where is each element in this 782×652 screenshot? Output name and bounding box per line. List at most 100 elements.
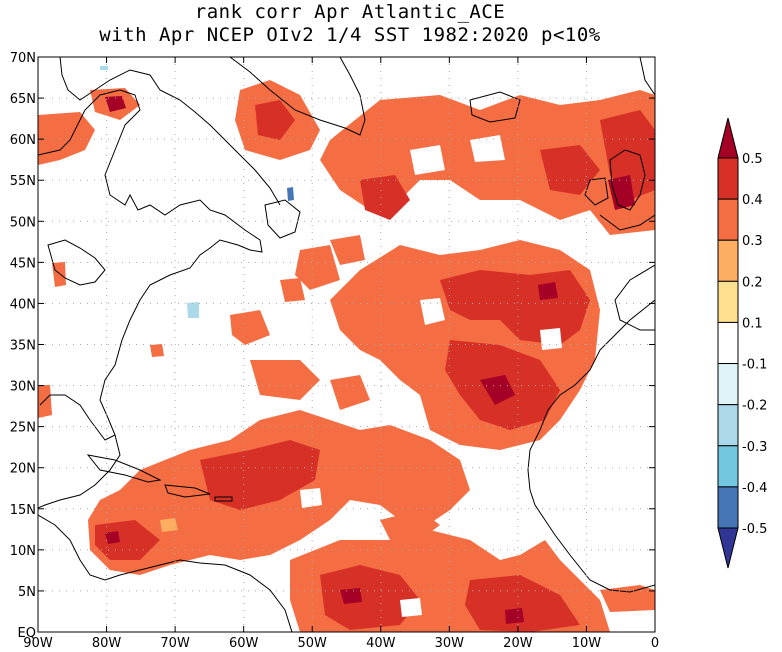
lat-tick-label: 30N [10, 380, 36, 395]
colorbar-segment [717, 445, 739, 488]
lon-tick-label: 80W [92, 636, 122, 651]
field-patch [320, 90, 655, 235]
colorbar: 0.5 0.4 0.3 0.2 0.1 -0.1 -0.2 -0.3 -0.4 -0.5 [717, 117, 767, 569]
coastline-hispaniola [164, 484, 211, 498]
lat-tick-label: 35N [10, 339, 36, 354]
coastline-florida [38, 434, 121, 509]
colorbar-label: -0.4 [742, 481, 767, 496]
coastline-great-lakes [47, 239, 106, 286]
colorbar-label: -0.1 [742, 358, 767, 373]
lon-tick-label: 0 [651, 636, 659, 651]
colorbar-label: -0.3 [742, 440, 767, 455]
coastline-iberia [614, 264, 655, 331]
correlation-field [38, 66, 655, 632]
field-hole [470, 135, 505, 162]
colorbar-segment [717, 239, 739, 282]
colorbar-label: 0.5 [742, 152, 763, 167]
coastline-newfoundland [264, 199, 301, 239]
field-patch [187, 302, 199, 318]
lat-tick-label: 60N [10, 133, 36, 148]
coastline-norway [639, 57, 655, 96]
field-patch [600, 585, 655, 612]
coastline-europe [599, 214, 655, 231]
lon-axis: 90W 80W 70W 60W 50W 40W 30W 20W 10W 0 [23, 57, 659, 651]
lon-tick-label: 40W [366, 636, 396, 651]
colorbar-label: 0.4 [742, 193, 763, 208]
colorbar-segment [717, 157, 739, 200]
field-patch [150, 344, 164, 357]
colorbar-segment [717, 363, 739, 406]
colorbar-label: -0.2 [742, 399, 767, 414]
field-patch [330, 235, 365, 265]
field-patch [540, 145, 600, 195]
field-patch [38, 112, 95, 165]
colorbar-max-arrow [717, 117, 739, 159]
field-patch [255, 100, 295, 140]
coastline-ireland [584, 177, 609, 206]
lat-tick-label: 15N [10, 503, 36, 518]
coastline-labrador [59, 57, 281, 206]
lon-tick-label: 60W [229, 636, 259, 651]
field-patch [38, 385, 52, 418]
field-patch [100, 66, 108, 70]
colorbar-label: 0.2 [742, 275, 763, 290]
lat-tick-label: 70N [10, 51, 36, 66]
colorbar-segment [717, 404, 739, 447]
lat-tick-label: 20N [10, 462, 36, 477]
lat-tick-label: 25N [10, 421, 36, 436]
lon-tick-label: 90W [23, 636, 53, 651]
field-patch [320, 565, 420, 630]
map-title-line-1: rank corr Apr Atlantic_ACE [194, 1, 506, 23]
coastline-puerto-rico [214, 496, 233, 502]
coastline-greenland [229, 57, 366, 136]
coastline-central-america [38, 514, 293, 632]
field-patch [160, 518, 178, 532]
coastline-britain [609, 149, 646, 211]
field-patch [480, 375, 515, 405]
coastline-iceland [469, 91, 521, 123]
lat-tick-label: 40N [10, 297, 36, 312]
field-hole [540, 328, 562, 350]
coastline-north-america [38, 89, 263, 441]
lon-tick-label: 30W [435, 636, 465, 651]
lon-tick-label: 10W [572, 636, 602, 651]
field-patch [250, 360, 320, 400]
field-patch [465, 575, 580, 632]
field-hole [400, 598, 422, 617]
field-patch [105, 96, 126, 112]
field-patch [52, 262, 66, 287]
colorbar-label: -0.5 [742, 522, 767, 537]
lat-tick-label: 5N [18, 585, 36, 600]
lon-tick-label: 50W [298, 636, 328, 651]
field-hole [420, 298, 445, 325]
colorbar-segment [717, 280, 739, 323]
field-patch [505, 608, 524, 624]
colorbar-label: 0.3 [742, 234, 763, 249]
lat-tick-label: 65N [10, 92, 36, 107]
field-patch [608, 175, 635, 210]
field-patch [230, 310, 270, 345]
lon-tick-label: 70W [160, 636, 190, 651]
colorbar-segment [717, 198, 739, 241]
lat-tick-label: EQ [18, 626, 36, 641]
lat-tick-label: 10N [10, 544, 36, 559]
coastline-cuba [86, 454, 162, 483]
field-patch [360, 175, 410, 220]
field-patch [105, 531, 120, 544]
field-hole [300, 488, 322, 508]
field-patch [287, 187, 294, 201]
field-patch [280, 278, 305, 302]
field-patch [600, 110, 655, 200]
lat-tick-label: 55N [10, 174, 36, 189]
lat-tick-label: 50N [10, 215, 36, 230]
colorbar-segment [717, 486, 739, 529]
colorbar-min-arrow [717, 527, 739, 569]
lat-tick-label: 45N [10, 256, 36, 271]
lat-axis: EQ 5N 10N 15N 20N 25N 30N 35N 40N 45N 50N 55N 60N 65N… [10, 51, 655, 641]
field-patch [340, 588, 362, 604]
colorbar-segment [717, 321, 739, 365]
field-patch [380, 510, 440, 540]
field-patch [538, 282, 558, 300]
lon-tick-label: 20W [503, 636, 533, 651]
